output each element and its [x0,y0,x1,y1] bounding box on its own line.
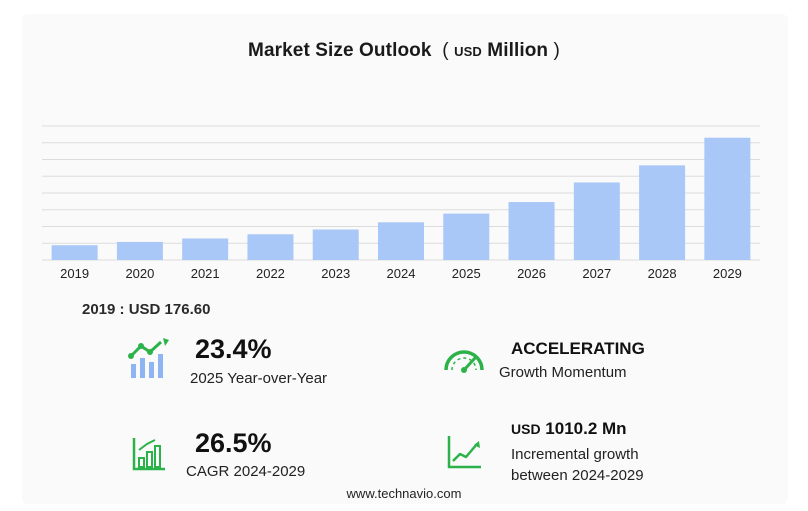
incremental-value: 1010.2 Mn [545,419,627,438]
bar-2020 [116,241,163,260]
bar-chart: 2019 2020 2021 2022 2023 2024 2025 2026 2027 2028… [42,125,760,281]
cagr-label: CAGR 2024-2029 [186,463,306,480]
bar-2029 [704,137,751,260]
x-tick-label: 2022 [256,266,285,281]
bar-2028 [639,165,686,260]
x-tick-label: 2023 [321,266,350,281]
x-tick-label: 2025 [452,266,481,281]
title-close-paren: ) [553,40,560,61]
momentum-label: Growth Momentum [499,364,627,381]
incremental-prefix: USD [511,421,541,437]
x-tick-label: 2029 [713,266,742,281]
bar-2021 [182,238,229,260]
cagr-value: 26.5% [195,428,272,458]
bar-2024 [378,222,424,260]
x-tick-label: 2021 [191,266,220,281]
cagr-stat-label: CAGR 2024-2029 [186,463,305,480]
incremental-label-line1: Incremental growth [511,446,639,463]
incremental-stat: USD 1010.2 Mn [511,419,627,439]
momentum-stat-label: Growth Momentum [499,364,627,381]
trend-line-icon [447,436,481,469]
x-tick-label: 2024 [387,266,416,281]
bar-2019 [51,245,98,260]
base-year-value: 2019 : USD 176.60 [82,301,211,318]
bar-2025 [443,213,490,260]
cagr-stat: 26.5% [195,428,272,459]
incremental-label-line2: between 2024-2029 [511,467,644,484]
chart-bars [51,137,751,260]
yoy-stat-label: 2025 Year-over-Year [190,370,327,387]
yoy-label: 2025 Year-over-Year [190,370,328,387]
chart-title-text: Market Size Outlook [248,40,432,61]
source-footer: www.technavio.com [346,486,462,501]
title-unit: Million [487,40,549,61]
x-tick-label: 2027 [582,266,611,281]
x-tick-label: 2020 [125,266,154,281]
chart-x-tick-labels: 2019 2020 2021 2022 2023 2024 2025 2026 2027 2028… [60,266,742,281]
yoy-stat: 23.4% [195,334,272,365]
incremental-stat-label: Incremental growth between 2024-2029 [511,444,644,486]
title-open-paren: ( [436,40,449,61]
bar-2026 [508,202,555,260]
bar-2022 [247,234,294,260]
growth-chart-icon [128,338,169,378]
x-tick-label: 2028 [648,266,677,281]
x-tick-label: 2019 [60,266,89,281]
chart-title: Market Size Outlook ( USD Million ) [0,40,808,62]
x-tick-label: 2026 [517,266,546,281]
momentum-value: ACCELERATING [511,339,645,358]
momentum-stat: ACCELERATING [511,339,645,359]
title-unit-prefix: USD [454,44,482,59]
bar-2027 [573,182,620,260]
incremental-heading: USD 1010.2 Mn [511,419,627,439]
yoy-value: 23.4% [195,334,272,364]
bar-2023 [312,229,359,260]
speedometer-icon [444,350,484,373]
bar-growth-icon [132,438,165,471]
